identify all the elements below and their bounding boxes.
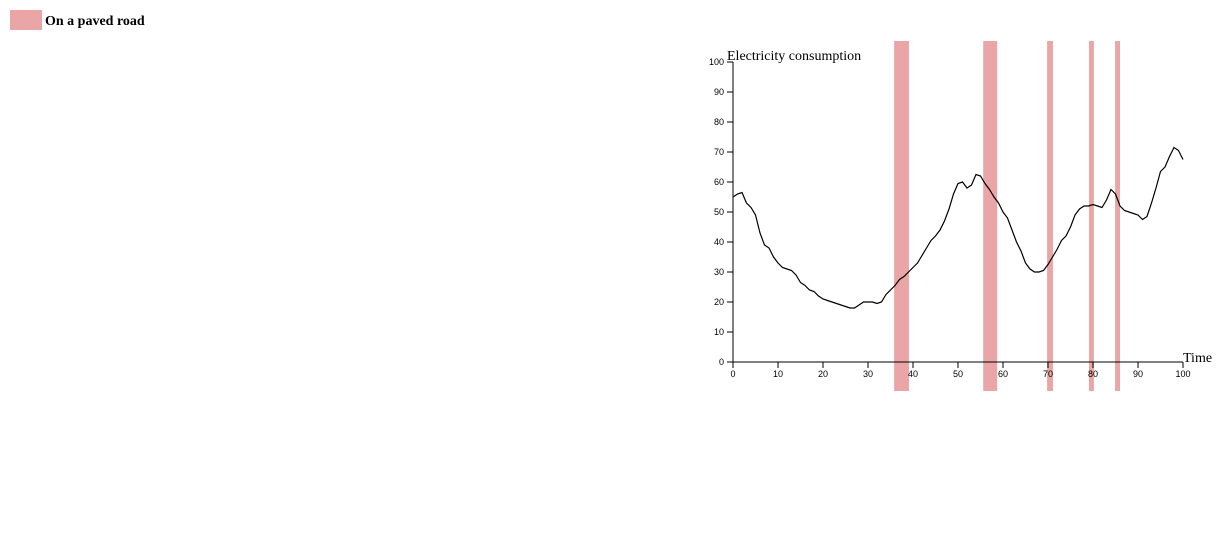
legend-label: On a paved road	[45, 14, 145, 29]
y-tick-label: 40	[714, 237, 724, 247]
x-tick-label: 10	[773, 369, 783, 379]
y-tick-label: 30	[714, 267, 724, 277]
legend-swatch	[10, 10, 42, 30]
x-tick-label: 40	[908, 369, 918, 379]
y-tick-label: 70	[714, 147, 724, 157]
region	[894, 41, 909, 391]
y-tick-label: 100	[709, 57, 724, 67]
y-tick-label: 60	[714, 177, 724, 187]
y-tick-label: 10	[714, 327, 724, 337]
y-tick-label: 0	[719, 357, 724, 367]
y-tick-label: 80	[714, 117, 724, 127]
region	[1115, 41, 1120, 391]
x-tick-label: 100	[1175, 369, 1190, 379]
y-tick-label: 20	[714, 297, 724, 307]
y-tick-label: 50	[714, 207, 724, 217]
y-tick-label: 90	[714, 87, 724, 97]
y-axis-label: Electricity consumption	[727, 49, 861, 64]
x-axis-label: Time	[1183, 351, 1212, 366]
region	[1088, 41, 1094, 391]
x-tick-label: 30	[863, 369, 873, 379]
data-line	[732, 146, 1184, 309]
region	[983, 41, 998, 391]
region	[1047, 41, 1053, 391]
x-tick-label: 20	[818, 369, 828, 379]
x-tick-label: 0	[730, 369, 735, 379]
x-tick-label: 90	[1133, 369, 1143, 379]
x-tick-label: 60	[998, 369, 1008, 379]
x-tick-label: 80	[1088, 369, 1098, 379]
x-tick-label: 70	[1043, 369, 1053, 379]
x-tick-label: 50	[953, 369, 963, 379]
